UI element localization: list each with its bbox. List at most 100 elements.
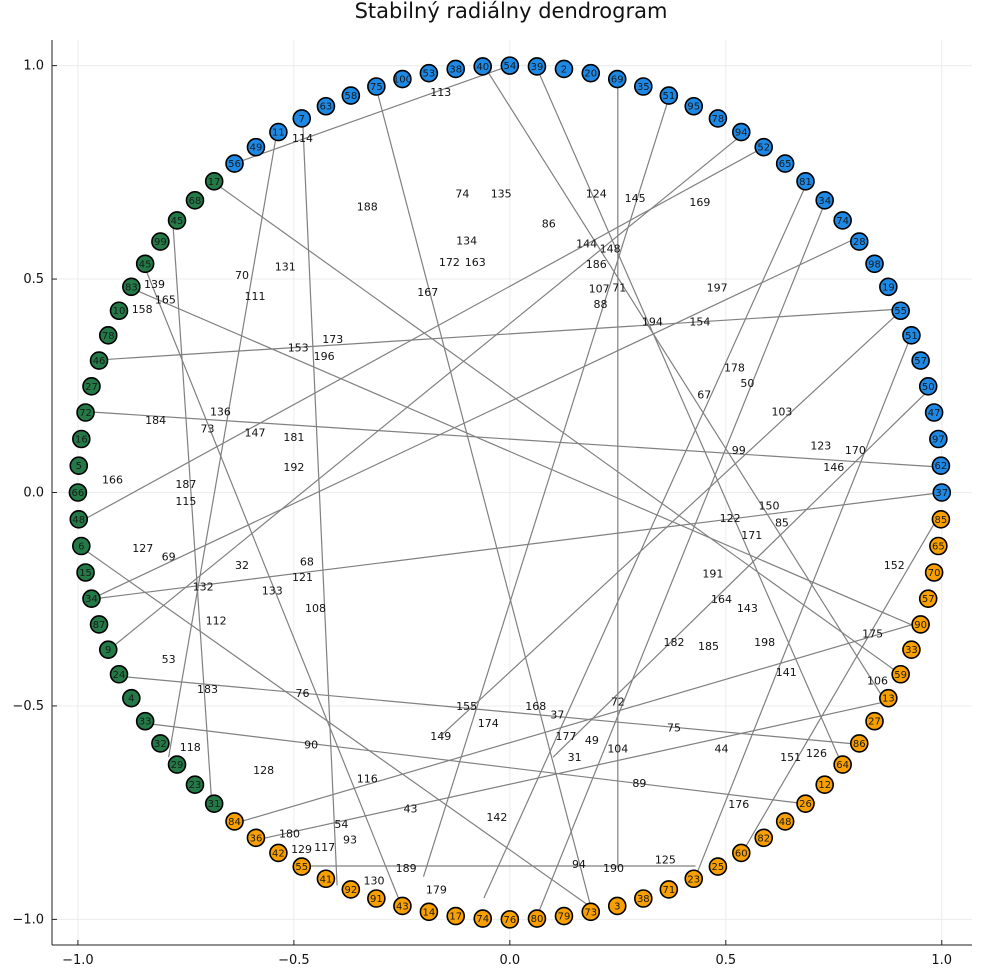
internal-node-label: 32 xyxy=(235,559,249,572)
leaf-marker xyxy=(931,456,951,475)
internal-node-label: 103 xyxy=(771,405,792,418)
edge-line xyxy=(695,334,913,877)
leaf-node: 19 xyxy=(879,277,898,297)
x-tick-label: 0.5 xyxy=(715,953,736,968)
leaf-marker xyxy=(76,563,95,582)
leaf-label: 16 xyxy=(75,434,88,445)
leaf-marker xyxy=(419,63,439,83)
leaf-node: 90 xyxy=(911,615,930,634)
internal-node-label: 182 xyxy=(663,636,684,649)
leaf-marker xyxy=(341,880,361,899)
leaf-marker xyxy=(634,77,653,96)
internal-node-label: 170 xyxy=(845,444,866,457)
leaf-marker xyxy=(151,232,170,251)
edge-line xyxy=(422,95,671,877)
leaf-marker xyxy=(292,857,312,876)
internal-node-label: 70 xyxy=(235,269,249,282)
internal-node-label: 148 xyxy=(600,242,621,255)
leaf-marker xyxy=(225,154,244,173)
internal-node-label: 165 xyxy=(155,294,176,307)
internal-node-label: 107 xyxy=(589,282,610,295)
leaf-label: 74 xyxy=(836,216,849,227)
edge-line xyxy=(483,65,887,702)
leaf-marker xyxy=(367,77,386,96)
leaf-marker xyxy=(918,589,938,608)
leaf-marker xyxy=(833,755,852,774)
leaf-label: 95 xyxy=(687,102,700,113)
leaf-marker xyxy=(151,734,170,753)
internal-node-label: 132 xyxy=(193,580,214,593)
internal-node-label: 139 xyxy=(144,278,165,291)
leaf-label: 2 xyxy=(561,64,567,75)
leaf-label: 56 xyxy=(228,159,241,170)
leaf-marker xyxy=(684,869,704,889)
leaf-node: 36 xyxy=(246,828,266,848)
leaf-marker xyxy=(849,734,869,753)
leaf-label: 91 xyxy=(370,894,383,905)
leaf-node: 15 xyxy=(76,563,95,582)
edge-line xyxy=(535,65,843,766)
leaf-marker xyxy=(918,377,938,396)
leaf-node: 78 xyxy=(708,109,728,128)
leaf-marker xyxy=(269,843,288,863)
leaf-marker xyxy=(393,69,412,89)
leaf-node: 34 xyxy=(815,190,835,210)
leaf-label: 45 xyxy=(171,216,184,227)
internal-node-label: 85 xyxy=(775,516,789,529)
leaf-marker xyxy=(891,664,910,684)
leaf-marker xyxy=(684,96,704,116)
leaf-marker xyxy=(924,563,944,582)
leaf-node: 12 xyxy=(815,775,835,795)
leaf-node: 49 xyxy=(246,137,266,157)
leaf-label: 31 xyxy=(208,799,221,810)
leaf-marker xyxy=(581,63,601,83)
edge-line xyxy=(263,701,886,839)
leaf-label: 7 xyxy=(299,114,305,125)
internal-node-label: 189 xyxy=(396,862,417,875)
leaf-marker xyxy=(911,351,930,370)
y-tick-label: −0.5 xyxy=(12,699,44,714)
leaf-node: 55 xyxy=(891,301,910,321)
leaf-marker xyxy=(167,211,187,230)
leaf-label: 48 xyxy=(779,817,792,828)
leaf-marker xyxy=(607,69,627,89)
leaf-marker xyxy=(316,869,336,889)
leaf-node: 63 xyxy=(316,96,336,116)
internal-node-label: 43 xyxy=(403,802,417,815)
leaf-node: 31 xyxy=(204,794,224,813)
leaf-node: 54 xyxy=(500,56,520,75)
leaf-label: 5 xyxy=(76,461,82,472)
leaf-label: 84 xyxy=(228,817,241,828)
leaf-marker xyxy=(581,902,601,922)
leaf-node: 14 xyxy=(419,902,439,922)
leaf-node: 45 xyxy=(135,254,155,274)
leaf-marker xyxy=(122,277,141,297)
leaf-label: 29 xyxy=(171,760,184,771)
leaf-marker xyxy=(98,640,118,659)
leaf-node: 29 xyxy=(167,755,187,774)
leaf-node: 51 xyxy=(659,86,679,105)
leaf-marker xyxy=(891,301,910,321)
leaf-node: 24 xyxy=(109,664,129,684)
grid xyxy=(52,40,972,945)
leaf-label: 45 xyxy=(139,259,152,270)
leaf-node: 23 xyxy=(684,869,704,889)
leaf-marker xyxy=(659,86,679,105)
leaf-label: 34 xyxy=(818,196,831,207)
leaf-label: 36 xyxy=(250,833,263,844)
leaf-label: 63 xyxy=(320,102,333,113)
leaf-label: 79 xyxy=(558,912,571,923)
leaf-marker xyxy=(185,190,205,210)
internal-node-label: 104 xyxy=(607,743,628,756)
leaf-node: 9 xyxy=(98,640,118,659)
leaf-label: 23 xyxy=(687,874,700,885)
internal-node-label: 71 xyxy=(612,282,626,295)
leaf-label: 94 xyxy=(735,128,748,139)
leaf-node: 74 xyxy=(833,211,852,230)
internal-node-label: 130 xyxy=(364,875,385,888)
leaf-node: 64 xyxy=(833,755,852,774)
internal-node-label: 118 xyxy=(180,741,201,754)
internal-node-label: 116 xyxy=(357,773,378,786)
leaf-node: 76 xyxy=(500,910,520,929)
leaf-label: 38 xyxy=(637,894,650,905)
